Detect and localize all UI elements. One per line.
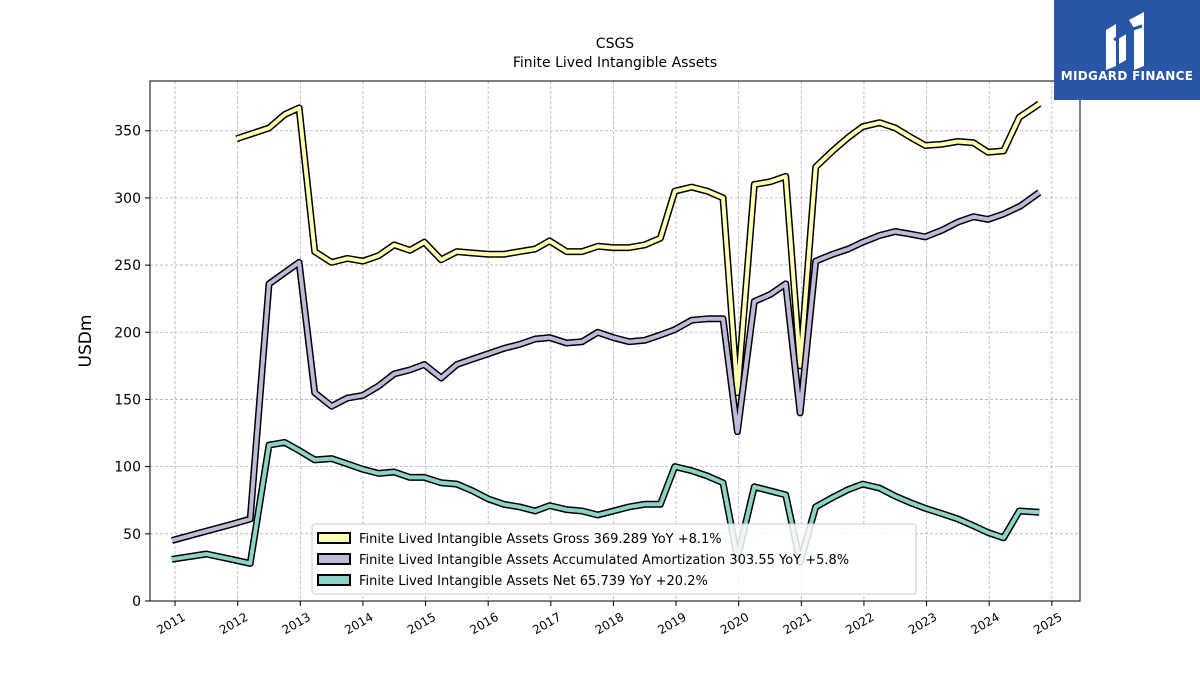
legend-swatch [317,553,351,565]
y-tick-label: 150 [114,392,141,408]
x-tick-label: 2020 [718,610,751,637]
chart-subtitle: Finite Lived Intangible Assets [513,55,717,71]
y-axis-label: USDm [76,315,96,368]
x-tick-label: 2012 [217,610,250,637]
x-tick-label: 2023 [906,610,939,637]
y-tick-label: 0 [132,594,141,610]
plot-frame [149,80,1081,602]
x-tick-label: 2016 [467,610,500,637]
midgard-m-icon [1106,12,1144,70]
y-tick-label: 50 [123,527,141,543]
series-line-outline [235,100,1042,397]
brand-logo: MIDGARD FINANCE [1054,0,1200,100]
legend-swatch [317,574,351,586]
x-tick-label: 2015 [405,610,438,637]
y-tick-label: 350 [114,124,141,140]
series-line-1 [235,102,1041,395]
x-tick-label: 2025 [1031,610,1064,637]
series-line-3 [171,440,1040,566]
y-tick-label: 300 [114,191,141,207]
legend-label: Finite Lived Intangible Assets Accumulat… [359,553,849,568]
x-tick-label: 2018 [593,610,626,637]
x-tick-label: 2011 [154,610,187,637]
series-line-2 [171,190,1041,543]
x-tick-label: 2024 [968,610,1001,637]
y-axis: 0 50 100 150 200 250 300 350 [114,124,150,610]
legend: Finite Lived Intangible Assets Gross 369… [311,523,917,595]
x-tick-label: 2013 [280,610,313,637]
x-tick-label: 2022 [843,610,876,637]
x-tick-label: 2017 [530,610,563,637]
legend-box [311,523,917,595]
series-lines [170,100,1042,567]
x-tick-label: 2021 [781,610,814,637]
x-axis: 2011 2012 2013 2014 2015 2016 2017 2018 2019 2020… [154,601,1065,637]
y-tick-label: 250 [114,258,141,274]
brand-name: MIDGARD FINANCE [1060,69,1194,83]
x-tick-label: 2014 [342,610,375,637]
y-tick-label: 100 [114,460,141,476]
chart-title: CSGS [596,36,635,52]
legend-label: Finite Lived Intangible Assets Gross 369… [359,532,722,547]
y-tick-label: 200 [114,325,141,341]
x-tick-label: 2019 [655,610,688,637]
legend-label: Finite Lived Intangible Assets Net 65.73… [359,574,708,589]
legend-swatch [317,532,351,544]
